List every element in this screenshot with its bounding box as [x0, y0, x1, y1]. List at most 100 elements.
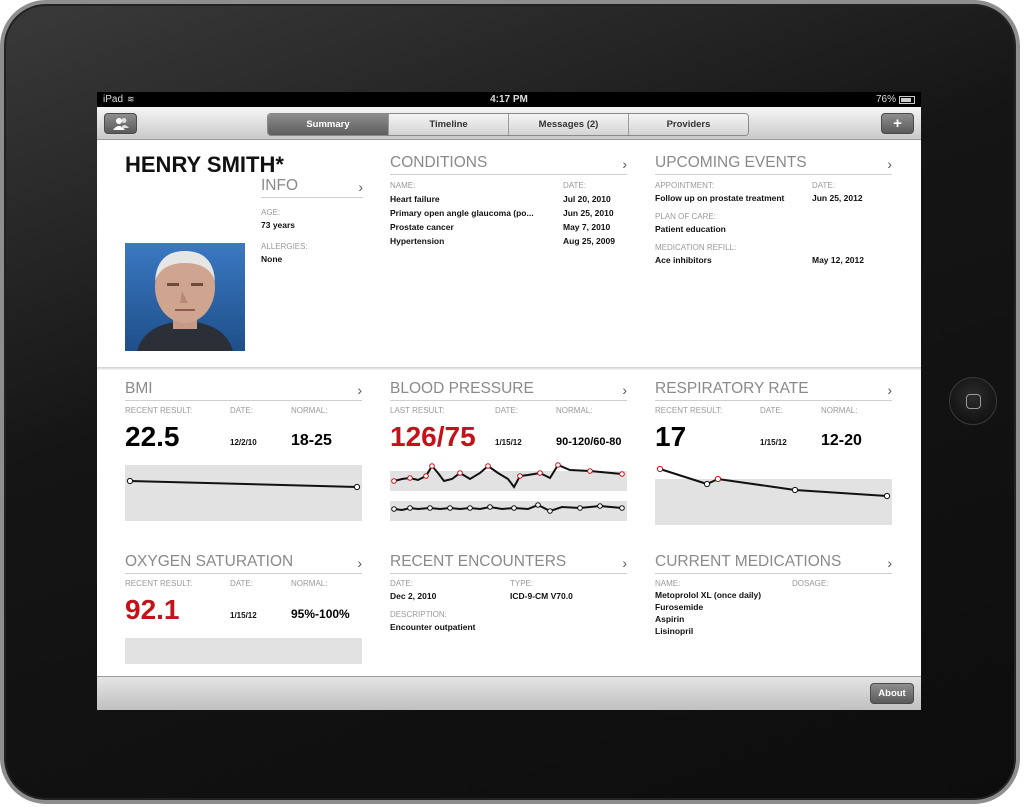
bmi-date-label: DATE: [230, 406, 253, 415]
bmi-header[interactable]: BMI › [125, 380, 362, 401]
respiratory-normal: 12-20 [821, 432, 862, 449]
oxygen-date: 1/15/12 [230, 611, 257, 620]
bmi-normal-band [125, 465, 362, 521]
info-header[interactable]: INFO › [261, 177, 363, 198]
refill-date: May 12, 2012 [812, 255, 864, 265]
conditions-header[interactable]: CONDITIONS › [390, 154, 627, 175]
list-item: Lisinopril [655, 626, 694, 636]
oxygen-normal: 95%-100% [291, 607, 350, 621]
about-button[interactable]: About [870, 683, 914, 704]
events-header[interactable]: UPCOMING EVENTS › [655, 154, 892, 175]
bp-value: 126/75 [390, 421, 476, 452]
appointment-label: APPOINTMENT: [655, 181, 715, 190]
condition-date: Jul 20, 2010 [563, 194, 611, 204]
chevron-right-icon: › [357, 555, 362, 571]
add-button[interactable]: + [881, 113, 914, 134]
condition-date: Jun 25, 2010 [563, 208, 614, 218]
chevron-right-icon: › [887, 555, 892, 571]
condition-name: Heart failure [390, 194, 440, 204]
bp-normal: 90-120/60-80 [556, 436, 622, 448]
conditions-title: CONDITIONS [390, 154, 488, 171]
encounter-date: Dec 2, 2010 [390, 591, 437, 601]
oxygen-result-label: RECENT RESULT: [125, 579, 193, 588]
summary-content: HENRY SMITH* INFO › AGE: 73 years ALLERG… [97, 140, 921, 697]
respiratory-date: 1/15/12 [760, 438, 787, 447]
chevron-right-icon: › [887, 156, 892, 172]
age-label: AGE: [261, 208, 281, 217]
medication-name-label: NAME: [655, 579, 681, 588]
patients-button[interactable] [104, 113, 137, 134]
bp-date-label: DATE: [495, 406, 518, 415]
plan-value: Patient education [655, 224, 726, 234]
list-item: Furosemide [655, 602, 704, 612]
respiratory-header[interactable]: RESPIRATORY RATE › [655, 380, 892, 401]
conditions-panel: CONDITIONS › NAME: DATE: Heart failure Ju… [390, 154, 627, 246]
tab-timeline[interactable]: Timeline [388, 114, 508, 135]
table-row: Heart failure Jul 20, 2010 [390, 194, 627, 204]
refill-label: MEDICATION REFILL: [655, 243, 737, 252]
condition-name: Prostate cancer [390, 222, 454, 232]
allergies-value: None [261, 254, 283, 264]
bp-title: BLOOD PRESSURE [390, 380, 534, 397]
respiratory-value: 17 [655, 421, 687, 452]
events-panel: UPCOMING EVENTS › APPOINTMENT: DATE: Fol… [655, 154, 892, 265]
bmi-panel: BMI › RECENT RESULT: DATE: NORMAL: 22.5 … [125, 380, 362, 526]
tab-bar: Summary Timeline Messages (2) Providers [267, 113, 749, 136]
list-item: Aspirin [655, 614, 685, 624]
refill-value: Ace inhibitors [655, 255, 712, 265]
patient-photo [125, 243, 245, 351]
events-title: UPCOMING EVENTS [655, 154, 807, 171]
bmi-normal-label: NORMAL: [291, 406, 328, 415]
respiratory-date-label: DATE: [760, 406, 783, 415]
screen: iPad ≋ 4:17 PM 76% Summary Timeline Mess… [97, 92, 921, 710]
bmi-result-label: RECENT RESULT: [125, 406, 193, 415]
people-icon [112, 118, 129, 130]
encounters-header[interactable]: RECENT ENCOUNTERS › [390, 553, 627, 574]
bmi-point [126, 477, 134, 485]
encounters-title: RECENT ENCOUNTERS [390, 553, 567, 570]
patient-name: HENRY SMITH* [125, 152, 284, 177]
encounters-panel: RECENT ENCOUNTERS › DATE: TYPE: Dec 2, 2… [390, 553, 627, 632]
respiratory-normal-label: NORMAL: [821, 406, 858, 415]
bmi-value: 22.5 [125, 421, 180, 452]
info-title: INFO [261, 177, 299, 194]
oxygen-normal-label: NORMAL: [291, 579, 328, 588]
condition-date: Aug 25, 2009 [563, 236, 615, 246]
conditions-date-header: DATE: [563, 181, 586, 190]
encounter-date-label: DATE: [390, 579, 413, 588]
table-row: Hypertension Aug 25, 2009 [390, 236, 627, 246]
table-row: Primary open angle glaucoma (po... Jun 25… [390, 208, 627, 218]
encounter-type-label: TYPE: [510, 579, 534, 588]
bmi-chart [125, 465, 362, 521]
tab-summary[interactable]: Summary [268, 114, 388, 135]
bp-normal-label: NORMAL: [556, 406, 593, 415]
bp-header[interactable]: BLOOD PRESSURE › [390, 380, 627, 401]
chevron-right-icon: › [887, 382, 892, 398]
chevron-right-icon: › [622, 382, 627, 398]
conditions-name-header: NAME: [390, 181, 416, 190]
clock: 4:17 PM [490, 94, 528, 105]
allergies-label: ALLERGIES: [261, 242, 308, 251]
bp-panel: BLOOD PRESSURE › LAST RESULT: DATE: NORM… [390, 380, 627, 526]
info-panel: INFO › AGE: 73 years ALLERGIES: None [261, 177, 363, 264]
oxygen-header[interactable]: OXYGEN SATURATION › [125, 553, 362, 574]
chevron-right-icon: › [622, 156, 627, 172]
tab-messages[interactable]: Messages (2) [508, 114, 628, 135]
age-value: 73 years [261, 220, 296, 230]
bp-date: 1/15/12 [495, 438, 522, 447]
status-bar: iPad ≋ 4:17 PM 76% [97, 92, 921, 107]
carrier-label: iPad [103, 94, 124, 105]
respiratory-panel: RESPIRATORY RATE › RECENT RESULT: DATE: … [655, 380, 892, 530]
bp-result-label: LAST RESULT: [390, 406, 445, 415]
home-button[interactable] [949, 377, 997, 425]
encounter-description: Encounter outpatient [390, 622, 476, 632]
chevron-right-icon: › [622, 555, 627, 571]
battery-percent: 76% [875, 94, 896, 105]
plan-label: PLAN OF CARE: [655, 212, 716, 221]
respiratory-chart [655, 465, 892, 525]
tab-providers[interactable]: Providers [628, 114, 748, 135]
bmi-point [353, 483, 361, 491]
respiratory-title: RESPIRATORY RATE [655, 380, 809, 397]
medications-header[interactable]: CURRENT MEDICATIONS › [655, 553, 892, 574]
respiratory-result-label: RECENT RESULT: [655, 406, 723, 415]
